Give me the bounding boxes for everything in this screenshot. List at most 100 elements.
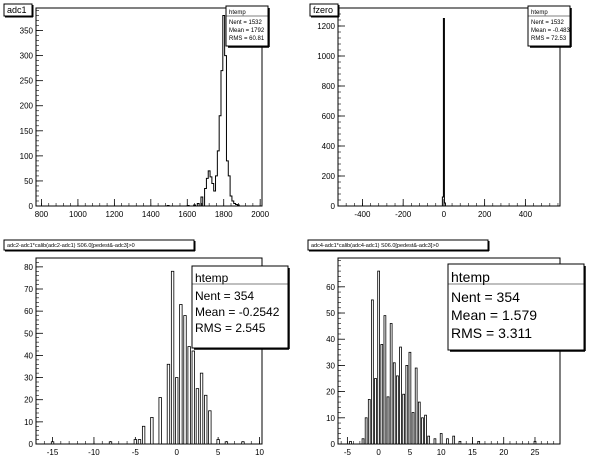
- stats-line: Mean = -0.483: [531, 28, 571, 34]
- histogram-bar: [183, 315, 187, 445]
- histogram-bar: [141, 425, 146, 445]
- histogram-bar: [386, 396, 390, 445]
- histogram-bar: [133, 439, 137, 445]
- histogram-bar: [380, 344, 384, 445]
- histogram-bar: [424, 414, 427, 445]
- y-tick-label: 0: [29, 440, 34, 449]
- y-tick-label: 50: [24, 177, 33, 186]
- histogram-bar: [216, 439, 220, 445]
- histogram-bar: [150, 417, 154, 445]
- stats-line: Mean = 1792: [229, 28, 265, 34]
- y-tick-label: 20: [24, 396, 33, 405]
- y-tick-label: 600: [322, 112, 336, 121]
- panel-title: adc2-adc1*calib(adc2-adc1) S06.0[pedest&…: [7, 243, 135, 249]
- histogram-bar: [396, 375, 399, 445]
- histogram-bar: [374, 378, 377, 445]
- y-tick-label: 0: [29, 202, 34, 211]
- x-tick-label: 5: [216, 448, 221, 457]
- x-tick-label: 20: [499, 448, 508, 457]
- histogram-bar: [414, 367, 418, 445]
- y-tick-label: 70: [24, 285, 33, 294]
- stats-line: Nent = 1532: [531, 20, 565, 26]
- panel-title: adc4-adc1*calib(adc4-adc1) S06.0[pedest&…: [311, 243, 439, 249]
- stats-box: [191, 265, 289, 349]
- x-tick-label: 2000: [251, 210, 269, 219]
- y-tick-label: 60: [24, 307, 33, 316]
- x-tick-label: 1800: [215, 210, 233, 219]
- y-tick-label: 10: [24, 418, 33, 427]
- y-tick-label: 250: [20, 77, 34, 86]
- histogram-bar: [195, 388, 200, 445]
- histogram-bar: [361, 438, 365, 445]
- panel-title: adc1: [7, 5, 27, 15]
- histogram-bar: [137, 439, 142, 445]
- x-tick-label: 25: [531, 448, 540, 457]
- stats-line: RMS = 3.311: [451, 325, 532, 341]
- title-box: [309, 3, 339, 17]
- histogram-bar: [433, 438, 437, 445]
- histogram-panel-1: 0 50 100 150 200 250 300 350 800 1000 1200 1400 1600…: [3, 3, 270, 219]
- y-tick-label: 80: [24, 263, 33, 272]
- x-tick-label: 1000: [69, 210, 87, 219]
- x-tick-label: -5: [344, 448, 352, 457]
- histogram-bar: [439, 433, 443, 445]
- y-tick-label: 200: [322, 172, 336, 181]
- y-tick-label: 30: [326, 361, 335, 370]
- y-tick-label: 200: [20, 102, 34, 111]
- y-tick-label: 60: [326, 283, 335, 292]
- x-tick-label: -5: [132, 448, 140, 457]
- histogram-bar: [392, 362, 396, 445]
- x-tick-label: 400: [519, 210, 533, 219]
- x-tick-label: -10: [88, 448, 100, 457]
- histogram-bar: [405, 365, 409, 445]
- x-tick-label: -15: [47, 448, 59, 457]
- histogram-bar: [458, 440, 462, 445]
- x-tick-label: 200: [478, 210, 492, 219]
- x-tick-label: 15: [468, 448, 477, 457]
- histogram-bar: [427, 435, 431, 445]
- histogram-bar: [166, 363, 171, 445]
- stats-name: htemp: [451, 269, 490, 285]
- title-box: [3, 3, 33, 17]
- y-tick-label: 350: [20, 27, 34, 36]
- x-tick-label: 1200: [105, 210, 123, 219]
- x-tick-label: 1600: [178, 210, 196, 219]
- histogram-bar: [421, 417, 424, 445]
- y-tick-label: 1200: [317, 22, 335, 31]
- panel-title: fzero: [313, 5, 333, 15]
- histogram-bar: [191, 350, 195, 445]
- stats-box: [527, 5, 571, 47]
- y-tick-label: 30: [24, 374, 33, 383]
- stats-line: RMS = 72.53: [531, 36, 567, 42]
- stats-line: RMS = 60.81: [229, 36, 265, 42]
- y-tick-label: 0: [331, 202, 336, 211]
- y-tick-label: 400: [322, 142, 336, 151]
- stats-line: Nent = 354: [451, 289, 520, 305]
- histogram-bar: [187, 346, 191, 445]
- histogram-bar: [179, 304, 183, 445]
- stats-line: Nent = 1532: [229, 20, 263, 26]
- histogram-panel-4: 0 10 20 30 40 50 60 -5 0 5 10 15 20 25 adc4-adc1*calib…: [307, 239, 586, 457]
- x-tick-label: 10: [437, 448, 446, 457]
- histogram-bar: [364, 417, 368, 445]
- histogram-bar: [533, 440, 537, 445]
- stats-name: htemp: [195, 271, 229, 285]
- histogram-bar: [452, 435, 456, 445]
- histogram-bar: [402, 393, 405, 445]
- histogram-bar: [158, 397, 162, 445]
- title-box: [3, 239, 195, 251]
- histogram-bar: [417, 401, 421, 445]
- stats-box: [225, 5, 269, 47]
- y-tick-label: 1000: [317, 52, 335, 61]
- histogram-bar: [204, 394, 208, 445]
- x-tick-label: -400: [354, 210, 371, 219]
- x-tick-label: 10: [255, 448, 264, 457]
- histogram-line: [441, 18, 446, 206]
- histogram-bar: [108, 441, 113, 445]
- y-tick-label: 50: [326, 309, 335, 318]
- stats-name: htemp: [531, 10, 548, 16]
- histogram-bar: [199, 372, 204, 445]
- y-tick-label: 100: [20, 152, 34, 161]
- histogram-bar: [50, 441, 55, 445]
- y-tick-label: 20: [326, 388, 335, 397]
